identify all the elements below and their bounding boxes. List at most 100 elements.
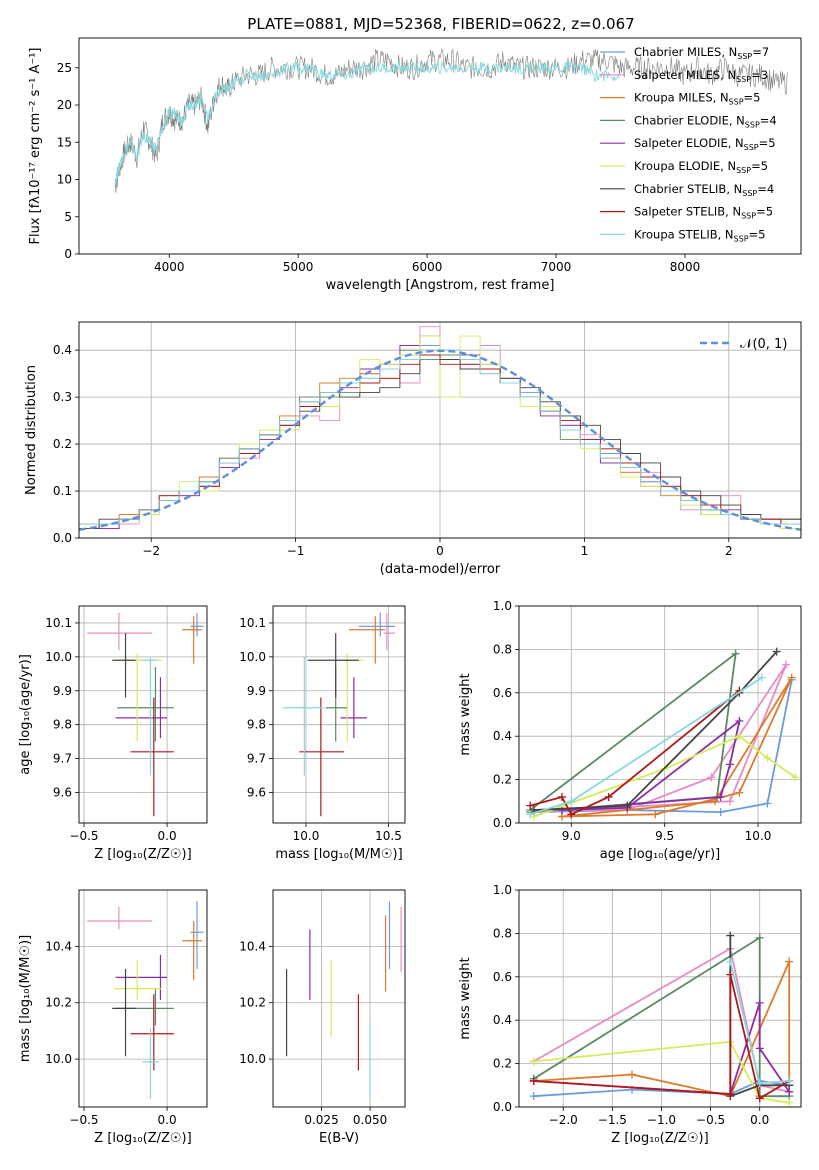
axis-label-x: mass [log₁₀(M/M☉)]	[275, 847, 402, 862]
tick-label-y: 1.0	[493, 883, 512, 897]
tick-label-x: 9.5	[655, 829, 674, 843]
tick-label-x: 5000	[283, 260, 314, 274]
tick-label-y: 9.7	[53, 752, 72, 766]
tick-label-y: 0.0	[493, 1100, 512, 1114]
weight-marker	[567, 797, 576, 806]
axes-frame	[518, 889, 802, 1108]
weight-marker	[726, 931, 735, 940]
tick-label-y: 1.0	[493, 599, 512, 613]
plot-area	[79, 326, 801, 538]
weight-marker	[735, 717, 744, 726]
legend-subscript: SSP	[737, 52, 752, 61]
axes-frame	[78, 889, 208, 1108]
axis-label-x: Z [log₁₀(Z/Z☉)]	[94, 847, 191, 862]
tick-label-x: 1	[581, 544, 589, 558]
legend-suffix: =4	[760, 113, 777, 127]
axis-label-x: E(B-V)	[319, 1131, 359, 1146]
plot-area	[526, 647, 800, 821]
tick-label-x: −0.5	[69, 1113, 98, 1127]
tick-label-y: 9.6	[247, 785, 266, 799]
tick-label-y: 10.1	[239, 616, 266, 630]
axes-frame	[78, 37, 802, 255]
weight-marker	[627, 1070, 636, 1079]
weight-line-Chabrier STELIB	[533, 650, 778, 811]
tick-label-y: 0.4	[53, 343, 72, 357]
weight-marker	[711, 797, 720, 806]
tick-label-y: 0.0	[53, 531, 72, 545]
axis-label-y: mass weight	[458, 673, 473, 755]
legend-label: Salpeter MILES, NSSP=3	[634, 68, 768, 84]
weight-marker	[726, 1089, 735, 1098]
tick-label-y: 5	[64, 210, 72, 224]
weight-marker	[726, 797, 735, 806]
tick-label-x: 8000	[670, 260, 701, 274]
axis-label-x: Z [log₁₀(Z/Z☉)]	[611, 1131, 708, 1146]
legend-subscript: SSP	[729, 98, 744, 107]
weight-marker	[651, 810, 660, 819]
tick-label-y: 0.6	[493, 686, 512, 700]
legend: 𝒩(0, 1)	[700, 337, 787, 352]
panel-massweight-vs-age: 9.0 9.5 10.0 0.0 0.2 0.4 0.6 0.8 1.0 age [log₁₀(a…	[458, 599, 802, 862]
tick-label-y: 0.3	[53, 390, 72, 404]
panel-massweight-vs-Z: −2.0 −1.5 −1.0 −0.5 0.0 0.0 0.2 0.4 0.6 0.8 1.0 Z […	[458, 883, 802, 1146]
tick-label-x: 0.0	[158, 1113, 177, 1127]
weight-marker	[755, 998, 764, 1007]
legend-label: Salpeter ELODIE, NSSP=5	[634, 136, 776, 152]
tick-label-y: 20	[57, 98, 72, 112]
weight-marker	[557, 805, 566, 814]
panel-age-vs-mass: 10.0 10.5 9.6 9.7 9.8 9.9 10.0 10.1 mass [log₁₀(…	[239, 605, 406, 862]
weight-marker	[787, 673, 796, 682]
tick-label-y: 0.2	[493, 773, 512, 787]
weight-marker	[731, 649, 740, 658]
weight-marker	[791, 773, 800, 782]
legend-label: Kroupa MILES, NSSP=5	[634, 91, 760, 107]
weight-marker	[763, 799, 772, 808]
tick-label-y: 0.4	[493, 729, 512, 743]
tick-label-y: 10.0	[239, 1052, 266, 1066]
weight-marker	[785, 1076, 794, 1085]
tick-label-y: 10.4	[239, 939, 266, 953]
weight-line-Salpeter ELODIE	[561, 718, 741, 811]
legend-suffix: =5	[744, 91, 761, 105]
tick-label-y: 10.0	[45, 650, 72, 664]
tick-label-y: 9.9	[53, 684, 72, 698]
legend-label: Chabrier MILES, NSSP=7	[634, 45, 769, 61]
tick-label-y: 0.8	[493, 642, 512, 656]
weight-marker	[755, 933, 764, 942]
weight-marker	[726, 760, 735, 769]
tick-label-x: 7000	[541, 260, 572, 274]
tick-label-y: 9.9	[247, 684, 266, 698]
tick-label-y: 0.2	[493, 1057, 512, 1071]
weight-marker	[707, 773, 716, 782]
weight-marker	[529, 1076, 538, 1085]
legend-suffix: =5	[759, 136, 776, 150]
tick-label-y: 10.2	[239, 996, 266, 1010]
tick-label-x: 4000	[154, 260, 185, 274]
weight-marker	[735, 732, 744, 741]
weight-marker	[763, 753, 772, 762]
tick-label-y: 0.6	[493, 970, 512, 984]
tick-label-y: 9.8	[247, 718, 266, 732]
tick-label-x: −1.0	[647, 1113, 676, 1127]
panel-age-vs-Z: −0.5 0.0 9.6 9.7 9.8 9.9 10.0 10.1 Z [log₁₀(Z/Z☉…	[18, 605, 208, 862]
legend-suffix: =4	[757, 182, 774, 196]
legend-label: Chabrier ELODIE, NSSP=4	[634, 113, 777, 129]
plot-area	[529, 931, 794, 1107]
tick-label-x: −1.5	[598, 1113, 627, 1127]
tick-label-x: 6000	[412, 260, 443, 274]
weight-marker	[557, 792, 566, 801]
weight-marker	[567, 810, 576, 819]
tick-label-x: 10.5	[375, 829, 402, 843]
legend-subscript: SSP	[736, 75, 751, 84]
legend-subscript: SSP	[734, 234, 749, 243]
tick-label-x: −2.0	[549, 1113, 578, 1127]
legend-suffix: =3	[751, 68, 768, 82]
axes-frame	[518, 605, 802, 824]
tick-label-y: 9.6	[53, 785, 72, 799]
normal-curve	[79, 349, 801, 531]
weight-marker	[716, 808, 725, 817]
tick-label-x: 0.025	[304, 1113, 338, 1127]
panel-mass-vs-EBV: 0.025 0.050 10.0 10.2 10.4 E(B-V)	[239, 889, 406, 1146]
weight-marker	[755, 1094, 764, 1103]
